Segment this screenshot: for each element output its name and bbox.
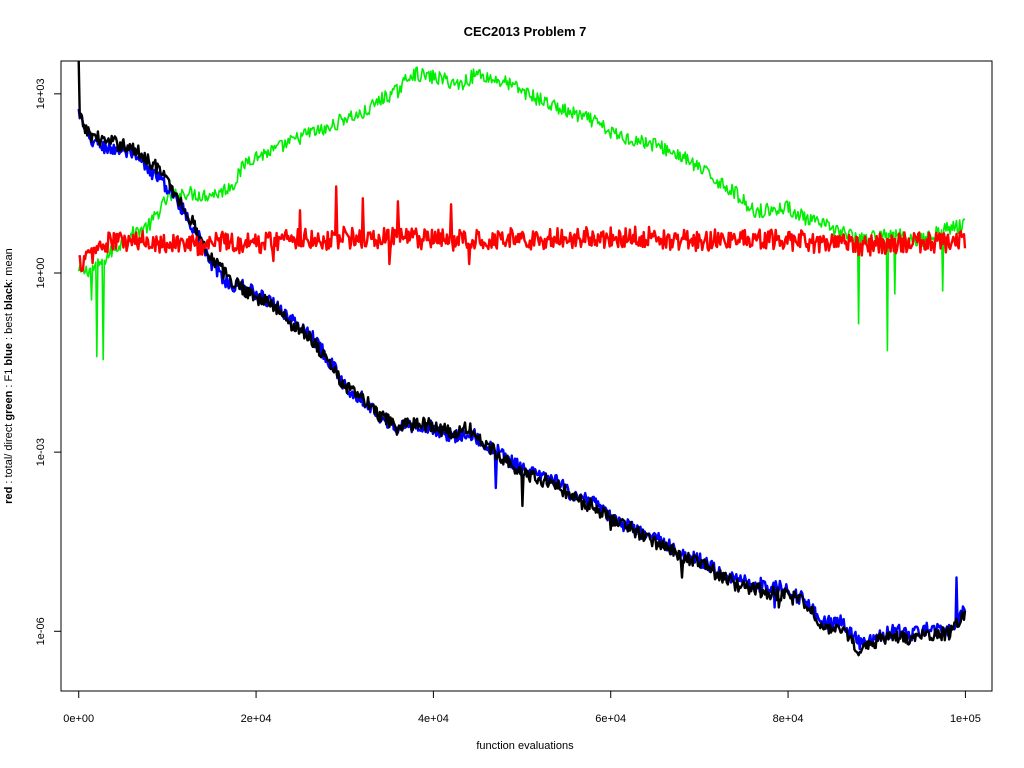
series-line bbox=[77, 60, 967, 657]
x-tick-label: 8e+04 bbox=[773, 713, 804, 725]
series-layer bbox=[77, 60, 967, 657]
x-axis-label: function evaluations bbox=[476, 740, 574, 752]
x-tick-label: 1e+05 bbox=[950, 713, 981, 725]
y-axis-label-part: green bbox=[3, 390, 15, 420]
y-axis-label-part: : mean bbox=[3, 248, 15, 282]
y-tick-label: 1e-03 bbox=[35, 438, 47, 466]
series-line bbox=[77, 66, 966, 361]
y-axis-label-part: blue bbox=[3, 343, 15, 366]
x-tick-label: 2e+04 bbox=[241, 713, 272, 725]
chart-title: CEC2013 Problem 7 bbox=[464, 24, 587, 39]
y-axis-label: red : total/ direct green : F1 blue : be… bbox=[3, 248, 15, 504]
x-tick-label: 0e+00 bbox=[63, 713, 94, 725]
y-axis-label-part: : best bbox=[3, 310, 15, 343]
y-axis-label-part: : total/ direct bbox=[3, 421, 15, 487]
y-axis: 1e+03 1e+00 1e-03 1e-06 bbox=[35, 78, 62, 645]
y-axis-label-part: red bbox=[3, 487, 15, 504]
y-tick-label: 1e+03 bbox=[35, 78, 47, 109]
y-axis-label-part: : F1 bbox=[3, 366, 15, 391]
y-tick-label: 1e+00 bbox=[35, 258, 47, 289]
series-line bbox=[78, 185, 967, 273]
x-axis: 0e+00 2e+04 4e+04 6e+04 8e+04 1e+05 bbox=[63, 690, 981, 725]
x-tick-label: 6e+04 bbox=[595, 713, 626, 725]
y-axis-label-part: black bbox=[3, 281, 15, 310]
y-tick-label: 1e-06 bbox=[35, 617, 47, 645]
x-tick-label: 4e+04 bbox=[418, 713, 449, 725]
